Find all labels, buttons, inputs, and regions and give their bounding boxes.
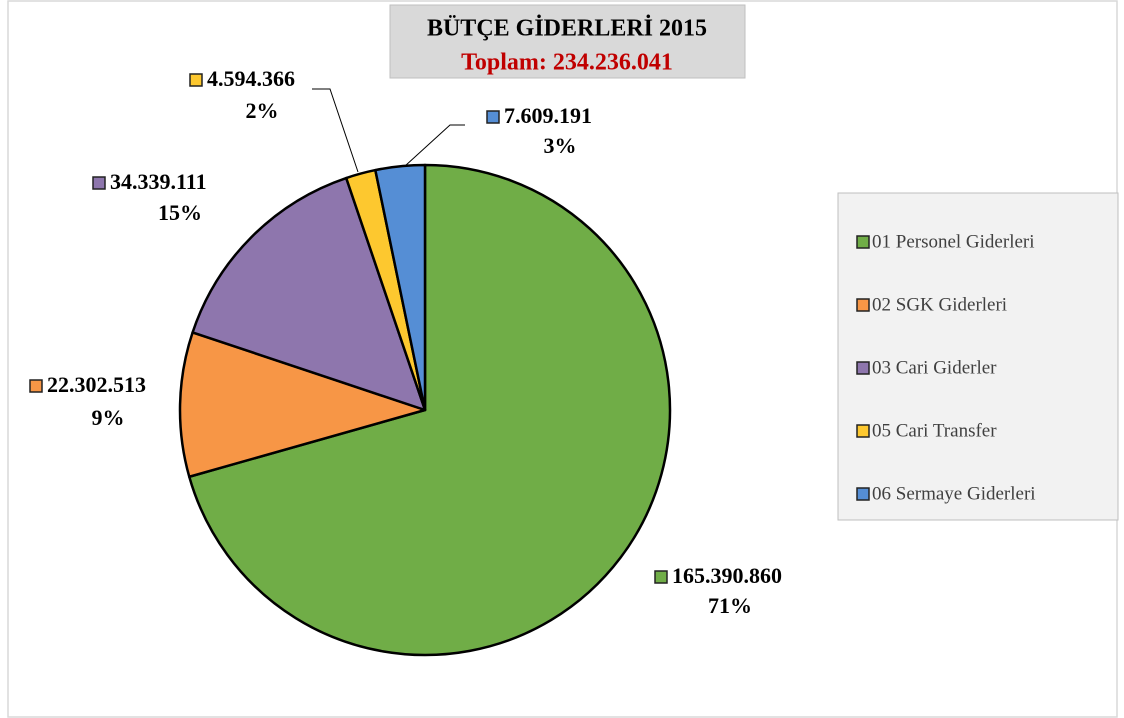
label-marker	[92, 176, 106, 190]
pie-slice	[374, 163, 427, 412]
pie-slice	[191, 176, 427, 412]
legend-marker	[856, 298, 870, 312]
legend-label: 03 Cari Giderler	[872, 357, 997, 378]
legend-marker	[856, 487, 870, 501]
legend-marker	[856, 424, 870, 438]
legend-marker	[856, 361, 870, 375]
percent-label: 9%	[92, 405, 125, 430]
percent-label: 71%	[708, 593, 752, 618]
chart-subtitle: Toplam: 234.236.041	[461, 50, 673, 76]
legend-label: 01 Personel Giderleri	[872, 231, 1035, 252]
value-label: 34.339.111	[110, 169, 207, 194]
leader-line	[312, 88, 359, 173]
pie-slice	[188, 163, 672, 657]
value-label: 22.302.513	[47, 372, 146, 397]
label-marker	[486, 110, 500, 124]
label-marker	[189, 73, 203, 87]
value-label: 4.594.366	[207, 66, 295, 91]
percent-label: 2%	[246, 98, 279, 123]
legend-marker	[856, 235, 870, 249]
percent-label: 3%	[544, 133, 577, 158]
label-marker	[654, 570, 668, 584]
value-label: 7.609.191	[504, 103, 592, 128]
legend-label: 05 Cari Transfer	[872, 420, 997, 441]
pie-slice	[178, 331, 427, 478]
percent-label: 15%	[158, 200, 202, 225]
legend-label: 02 SGK Giderleri	[872, 294, 1007, 315]
label-marker	[29, 379, 43, 393]
title-box	[389, 4, 746, 79]
value-label: 165.390.860	[672, 563, 782, 588]
legend-label: 06 Sermaye Giderleri	[872, 483, 1036, 504]
leader-line	[404, 124, 465, 167]
chart-title: BÜTÇE GİDERLERİ 2015	[427, 16, 707, 42]
legend-box	[837, 192, 1119, 521]
